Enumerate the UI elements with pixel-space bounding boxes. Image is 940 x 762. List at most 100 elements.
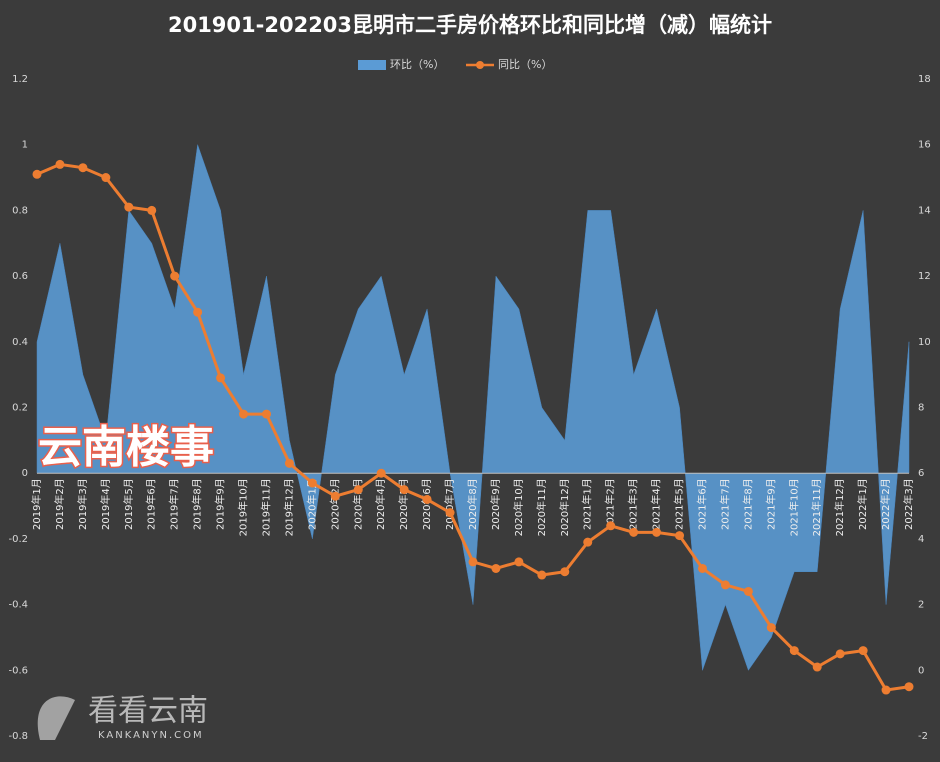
line-marker xyxy=(101,173,111,183)
y-tick-label: 1.2 xyxy=(12,74,28,85)
line-marker xyxy=(491,563,501,573)
line-marker xyxy=(32,169,42,179)
y2-tick-label: 2 xyxy=(918,600,924,611)
line-marker xyxy=(445,508,455,518)
line-marker xyxy=(330,491,340,501)
line-marker xyxy=(858,646,868,656)
line-marker xyxy=(537,570,547,580)
y-tick-label: 0.6 xyxy=(12,271,28,282)
x-tick-label: 2020年4月 xyxy=(374,478,387,530)
x-tick-label: 2019年3月 xyxy=(76,478,89,530)
line-marker xyxy=(216,373,226,383)
x-tick-label: 2020年9月 xyxy=(489,478,502,530)
line-marker xyxy=(78,163,88,173)
x-tick-label: 2020年11月 xyxy=(535,478,548,536)
y-tick-label: -0.2 xyxy=(8,534,28,545)
x-tick-label: 2020年12月 xyxy=(558,478,571,536)
y2-tick-label: 16 xyxy=(918,140,931,151)
x-tick-label: 2020年8月 xyxy=(466,478,479,530)
x-tick-label: 2019年11月 xyxy=(259,478,272,536)
x-tick-label: 2020年1月 xyxy=(305,478,318,530)
x-tick-label: 2019年10月 xyxy=(237,478,250,536)
line-marker xyxy=(606,521,616,531)
x-tick-label: 2020年2月 xyxy=(328,478,341,530)
y-tick-label: 0.4 xyxy=(12,337,28,348)
x-tick-label: 2021年6月 xyxy=(695,478,708,530)
y2-tick-label: 6 xyxy=(918,468,924,479)
y2-tick-label: 8 xyxy=(918,403,924,414)
x-tick-label: 2021年8月 xyxy=(741,478,754,530)
line-marker xyxy=(170,271,180,281)
y-tick-label: -0.6 xyxy=(8,665,28,676)
y2-tick-label: 10 xyxy=(918,337,931,348)
line-marker xyxy=(261,409,271,419)
watermark: 云南楼事 xyxy=(38,422,214,473)
y2-tick-label: 14 xyxy=(918,205,931,216)
line-marker xyxy=(766,623,776,633)
y-tick-label: 0.8 xyxy=(12,205,28,216)
line-marker xyxy=(193,307,203,317)
x-tick-label: 2021年5月 xyxy=(673,478,686,530)
y2-tick-label: 0 xyxy=(918,665,924,676)
x-tick-label: 2021年10月 xyxy=(787,478,800,536)
legend-swatch xyxy=(476,61,484,69)
x-tick-label: 2019年1月 xyxy=(30,478,43,530)
line-marker xyxy=(720,580,730,590)
line-marker xyxy=(399,485,409,495)
x-tick-label: 2021年12月 xyxy=(833,478,846,536)
x-tick-label: 2021年9月 xyxy=(764,478,777,530)
y-tick-label: 0.2 xyxy=(12,403,28,414)
y2-tick-label: -2 xyxy=(918,731,928,742)
x-tick-label: 2019年7月 xyxy=(168,478,181,530)
x-tick-label: 2019年5月 xyxy=(122,478,135,530)
x-tick-label: 2019年2月 xyxy=(53,478,66,530)
legend-label: 同比（%） xyxy=(498,58,552,71)
line-marker xyxy=(812,662,822,672)
line-marker xyxy=(353,485,363,495)
line-marker xyxy=(697,563,707,573)
legend-swatch xyxy=(358,60,386,70)
x-tick-label: 2021年4月 xyxy=(650,478,663,530)
x-tick-label: 2022年2月 xyxy=(879,478,892,530)
x-tick-label: 2022年1月 xyxy=(856,478,869,530)
y-tick-label: 1 xyxy=(22,140,28,151)
x-tick-label: 2019年4月 xyxy=(99,478,112,530)
line-marker xyxy=(789,646,799,656)
line-marker xyxy=(560,567,570,577)
line-marker xyxy=(468,557,478,567)
x-tick-label: 2019年9月 xyxy=(214,478,227,530)
line-marker xyxy=(514,557,524,567)
watermark: KANKANYN.COM xyxy=(98,730,204,741)
line-marker xyxy=(239,409,249,419)
x-tick-label: 2021年2月 xyxy=(604,478,617,530)
watermark: 看看云南 xyxy=(88,694,208,729)
line-marker xyxy=(583,537,593,547)
x-tick-label: 2019年8月 xyxy=(191,478,204,530)
line-marker xyxy=(307,478,317,488)
line-marker xyxy=(147,205,157,215)
line-marker xyxy=(881,685,891,695)
line-marker xyxy=(124,202,134,212)
x-tick-label: 2021年11月 xyxy=(810,478,823,536)
x-tick-label: 2019年12月 xyxy=(282,478,295,536)
line-marker xyxy=(284,458,294,468)
x-tick-label: 2021年7月 xyxy=(718,478,731,530)
line-marker xyxy=(629,527,639,537)
y2-tick-label: 18 xyxy=(918,74,931,85)
y2-tick-label: 4 xyxy=(918,534,924,545)
line-marker xyxy=(376,468,386,478)
line-marker xyxy=(835,649,845,659)
y2-tick-label: 12 xyxy=(918,271,931,282)
line-marker xyxy=(675,531,685,541)
line-marker xyxy=(55,159,65,169)
line-marker xyxy=(743,586,753,596)
x-tick-label: 2022年3月 xyxy=(902,478,915,530)
watermark-logo xyxy=(37,696,75,740)
legend: 环比（%） 同比（%） xyxy=(358,58,552,71)
line-marker xyxy=(422,494,432,504)
y-tick-label: -0.4 xyxy=(8,600,28,611)
legend-label: 环比（%） xyxy=(390,58,444,71)
x-tick-label: 2020年10月 xyxy=(512,478,525,536)
x-tick-label: 2021年3月 xyxy=(627,478,640,530)
